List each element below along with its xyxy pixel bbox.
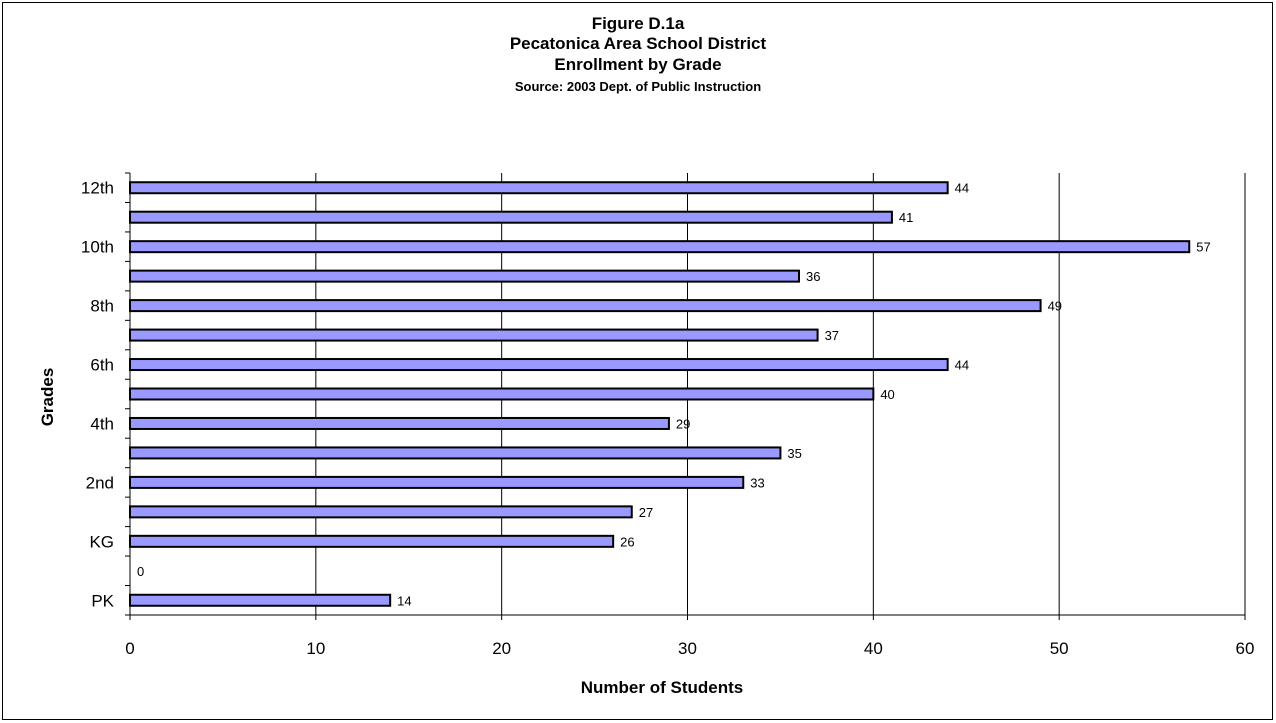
y-tick-label: PK (91, 591, 114, 610)
bar (129, 240, 1191, 254)
bar (129, 181, 949, 195)
bar (129, 328, 819, 342)
bar-value-label: 37 (825, 328, 839, 343)
y-tick-label: 12th (81, 179, 114, 198)
bar (129, 358, 949, 372)
bar-value-label: 40 (880, 387, 894, 402)
bar (129, 593, 392, 607)
x-tick-label: 30 (678, 639, 697, 658)
bar-value-label: 49 (1048, 299, 1062, 314)
y-tick-label: 6th (90, 356, 114, 375)
x-tick-label: 10 (306, 639, 325, 658)
bar-value-label: 29 (676, 416, 690, 431)
x-tick-label: 40 (864, 639, 883, 658)
chart-title-line: Figure D.1a (592, 14, 685, 33)
bar (129, 475, 745, 489)
bar-value-label: 36 (806, 269, 820, 284)
bar (129, 446, 782, 460)
bar-value-label: 35 (787, 446, 801, 461)
y-tick-label: KG (89, 532, 114, 551)
chart-title-line: Enrollment by Grade (554, 55, 721, 74)
chart-subtitle: Source: 2003 Dept. of Public Instruction (515, 79, 761, 94)
bar-value-label: 41 (899, 210, 913, 225)
y-tick-label: 10th (81, 238, 114, 257)
bar-value-label: 26 (620, 534, 634, 549)
bar (129, 299, 1042, 313)
x-tick-label: 20 (492, 639, 511, 658)
y-tick-label: 4th (90, 414, 114, 433)
bar (129, 505, 633, 519)
bar-value-label: 44 (955, 358, 969, 373)
x-axis-title: Number of Students (581, 678, 743, 697)
bar-value-label: 27 (639, 505, 653, 520)
bar (129, 416, 670, 430)
bar-value-label: 14 (397, 593, 411, 608)
bar (129, 269, 800, 283)
bar-value-label: 0 (137, 564, 144, 579)
bar (129, 534, 615, 548)
y-tick-label: 8th (90, 297, 114, 316)
x-tick-label: 50 (1050, 639, 1069, 658)
bar-value-label: 44 (955, 181, 969, 196)
bar-value-label: 33 (750, 475, 764, 490)
bar (129, 387, 875, 401)
x-tick-label: 0 (125, 639, 134, 658)
bar (129, 210, 893, 224)
chart-title-line: Pecatonica Area School District (510, 34, 767, 53)
bar-value-label: 57 (1196, 240, 1210, 255)
x-tick-label: 60 (1236, 639, 1255, 658)
y-tick-label: 2nd (86, 473, 114, 492)
y-axis-title: Grades (38, 368, 57, 427)
